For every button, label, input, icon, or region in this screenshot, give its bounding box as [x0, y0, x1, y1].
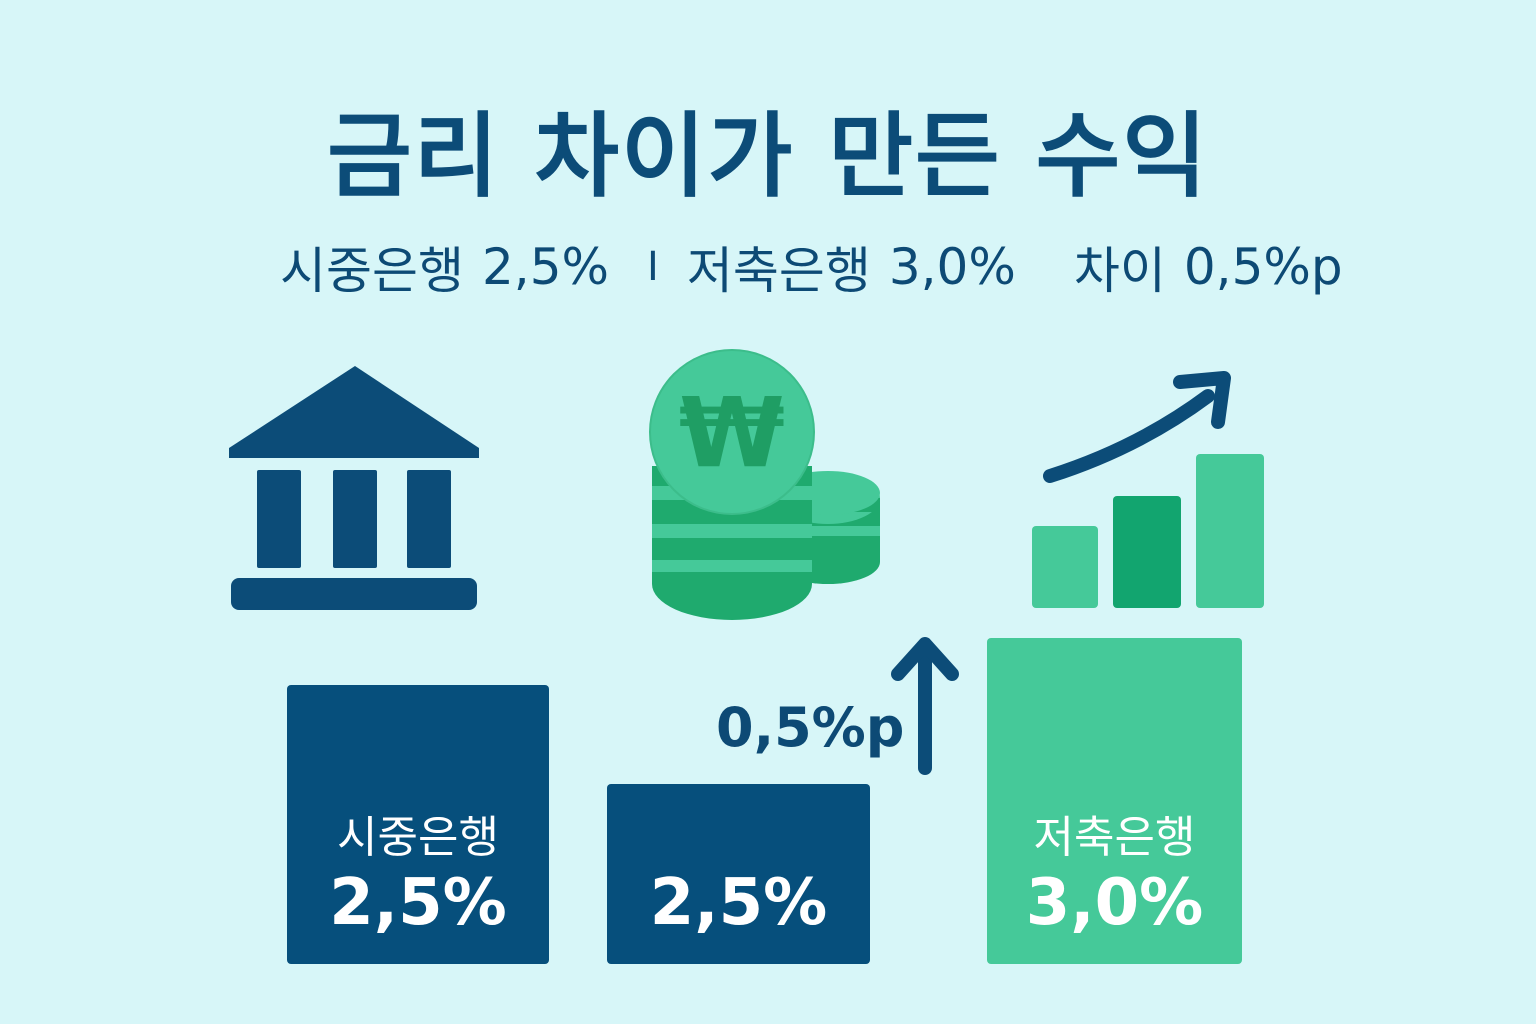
- summary-diff-label: 차이: [1073, 242, 1166, 300]
- won-symbol: ₩: [679, 377, 785, 489]
- bar-savings-bank: 저축은행 3,0%: [987, 638, 1242, 964]
- summary-separator: I: [647, 244, 659, 290]
- won-coin-stack-icon: ₩: [649, 349, 880, 620]
- bar-label: 시중은행: [337, 812, 499, 863]
- bar-rate: 3,0%: [1025, 866, 1204, 940]
- bar-rate: 2,5%: [329, 866, 507, 940]
- summary-savings-label: 저축은행: [686, 242, 871, 300]
- bar-label: 저축은행: [1033, 812, 1196, 863]
- bar-growth-arrow-icon: [1032, 371, 1264, 608]
- page-title: 금리 차이가 만든 수익: [327, 103, 1209, 210]
- bar-commercial-bank: 시중은행 2,5%: [287, 685, 549, 964]
- bank-building-icon: [229, 366, 479, 610]
- bar-middle: 2,5%: [607, 784, 870, 964]
- summary-diff-value: 0,5%p: [1183, 238, 1343, 296]
- summary-bank-label: 시중은행: [280, 242, 464, 300]
- bar-rate: 2,5%: [649, 866, 828, 940]
- up-arrow-icon: [891, 637, 959, 775]
- summary-savings-rate: 3,0%: [888, 238, 1016, 296]
- summary-bank-rate: 2,5%: [482, 238, 610, 296]
- rate-summary: 시중은행 2,5% I 저축은행 3,0% 차이 0,5%p: [280, 232, 1343, 302]
- rate-diff-annotation: 0,5%p: [716, 696, 905, 759]
